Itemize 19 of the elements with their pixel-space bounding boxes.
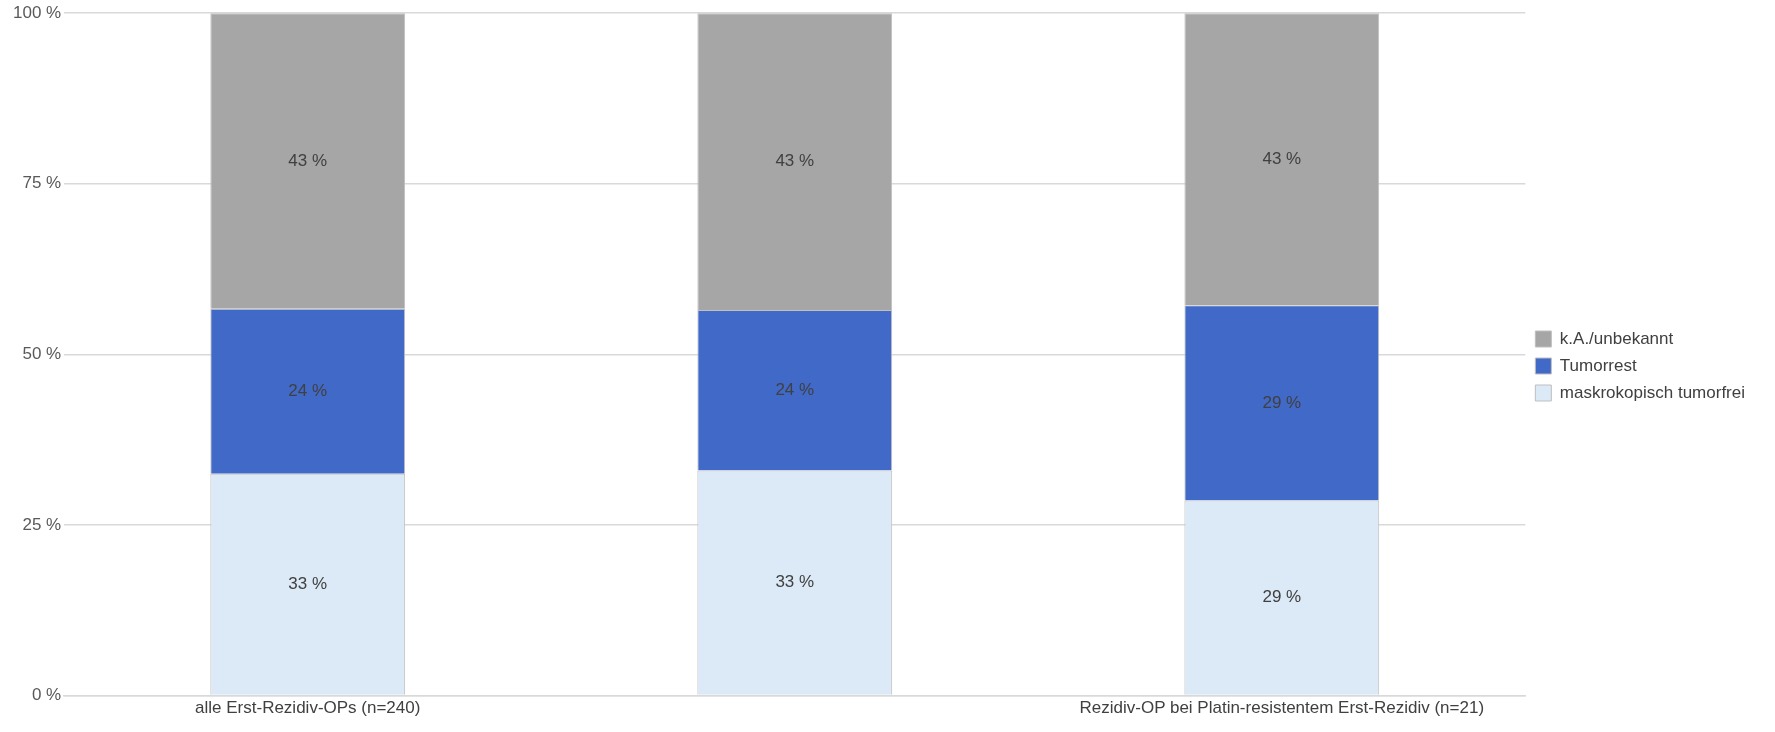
y-tick-label: 25 % xyxy=(22,514,62,534)
legend-label: k.A./unbekannt xyxy=(1559,328,1674,348)
y-tick-label: 75 % xyxy=(22,173,62,193)
data-label: 24 % xyxy=(775,379,815,399)
y-tick-label: 100 % xyxy=(13,2,62,22)
data-label: 33 % xyxy=(775,572,815,592)
data-label: 43 % xyxy=(1262,148,1302,168)
data-label: 43 % xyxy=(288,150,328,170)
data-label: 43 % xyxy=(775,151,815,171)
data-label: 33 % xyxy=(288,574,328,594)
data-label: 29 % xyxy=(1262,392,1302,412)
x-tick-label: Rezidiv-OP bei Platin-resistentem Erst-Rezidiv (n=21) xyxy=(1079,698,1485,718)
x-tick-label: alle Erst-Rezidiv-OPs (n=240) xyxy=(195,698,421,718)
data-label: 24 % xyxy=(288,380,328,400)
y-tick-label: 0 % xyxy=(31,685,62,705)
y-tick-label: 50 % xyxy=(22,344,62,364)
legend-label: Tumorrest xyxy=(1559,355,1637,375)
data-label: 29 % xyxy=(1262,587,1302,607)
legend-label: maskrokopisch tumorfrei xyxy=(1559,382,1746,402)
